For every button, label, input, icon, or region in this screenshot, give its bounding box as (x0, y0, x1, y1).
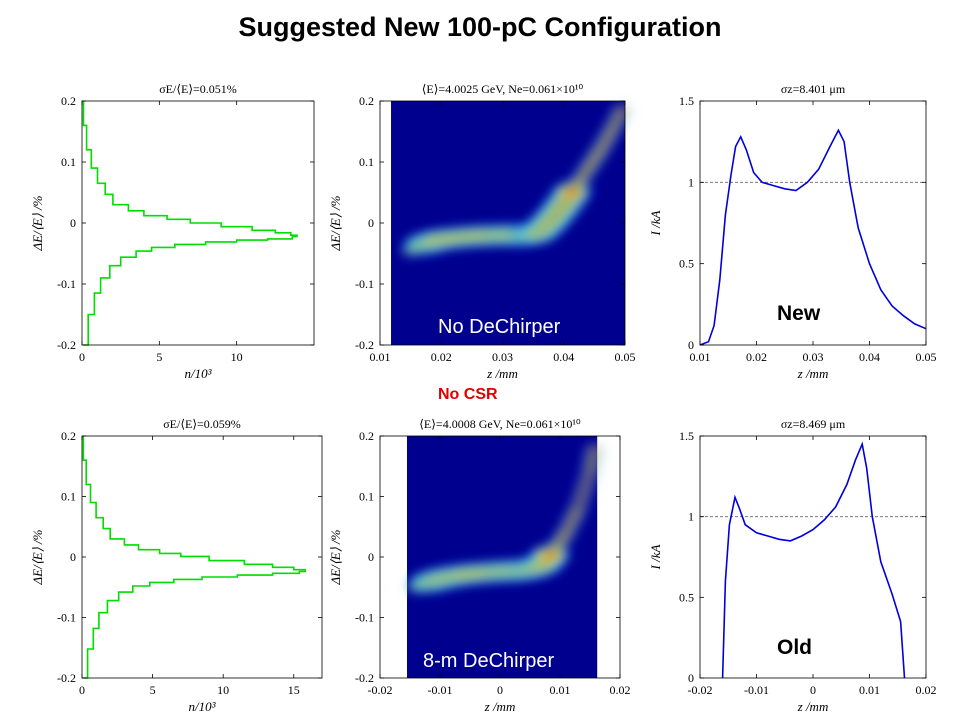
y-axis-label: I /kA (648, 210, 663, 236)
x-tick-label: 5 (150, 683, 156, 697)
x-tick-label: 0 (497, 683, 503, 697)
y-tick-label: -0.1 (355, 277, 374, 291)
y-tick-label: 0 (688, 338, 694, 352)
y-tick-label: 1.5 (679, 94, 694, 108)
y-tick-label: 1.5 (679, 429, 694, 443)
density-background (391, 101, 625, 345)
x-tick-label: 0.01 (550, 683, 571, 697)
new-config-label: New (777, 302, 821, 325)
y-tick-label: -0.1 (57, 611, 76, 625)
panel-title: σE/⟨E⟩=0.059% (163, 417, 241, 431)
x-tick-label: 0.03 (492, 350, 513, 364)
y-tick-label: 0.2 (61, 94, 76, 108)
x-tick-label: 0 (79, 683, 85, 697)
y-tick-label: 1 (688, 510, 694, 524)
x-tick-label: 0.03 (803, 350, 824, 364)
y-tick-label: 0.2 (61, 429, 76, 443)
y-tick-label: -0.2 (57, 338, 76, 352)
y-tick-label: 0.1 (61, 155, 76, 169)
y-tick-label: -0.1 (355, 611, 374, 625)
series-line (721, 441, 906, 679)
y-tick-label: 0 (368, 216, 374, 230)
beam-density-blob (609, 102, 634, 119)
y-tick-label: 1 (688, 175, 694, 189)
x-tick-label: 0.04 (859, 350, 880, 364)
series-line (82, 436, 306, 679)
no-dechirper-label: No DeChirper (438, 316, 561, 338)
panel-title: σz=8.469 μm (781, 417, 846, 431)
x-tick-label: 0.02 (431, 350, 452, 364)
beam-density-cloud (404, 441, 607, 596)
x-tick-label: 10 (231, 350, 243, 364)
y-tick-label: -0.1 (57, 277, 76, 291)
y-tick-label: 0 (368, 550, 374, 564)
y-tick-label: -0.2 (57, 671, 76, 685)
x-axis-label: z /mm (797, 366, 829, 381)
x-tick-label: 0.01 (370, 350, 391, 364)
x-tick-label: 0.04 (553, 350, 574, 364)
y-axis-label: ΔE/⟨E⟩ /% (328, 195, 343, 251)
no-csr-label: No CSR (438, 386, 498, 403)
y-axis-label: ΔE/⟨E⟩ /% (328, 529, 343, 585)
panel-title: ⟨E⟩=4.0025 GeV, Ne=0.061×10¹⁰ (422, 82, 584, 96)
x-tick-label: -0.01 (744, 683, 769, 697)
beam-density-blob (582, 441, 607, 458)
bottom-phase-space-panel: -0.02 -0.01 0 0.01 0.02 -0.2 -0.1 0 0.1 0.2 ⟨E⟩=4.… (328, 417, 631, 714)
y-tick-label: 0.1 (359, 490, 374, 504)
y-tick-label: 0 (688, 671, 694, 685)
y-tick-label: 0 (70, 216, 76, 230)
dechirper-8m-label: 8-m DeChirper (423, 650, 555, 672)
x-tick-label: -0.02 (688, 683, 713, 697)
x-tick-label: 0 (79, 350, 85, 364)
panel-title: ⟨E⟩=4.0008 GeV, Ne=0.061×10¹⁰ (419, 417, 581, 431)
y-tick-label: 0.5 (679, 590, 694, 604)
top-phase-space-panel: 0.01 0.02 0.03 0.04 0.05 -0.2 -0.1 0 0.1 0.2 ⟨E⟩=4… (328, 82, 636, 381)
x-tick-label: 0.02 (746, 350, 767, 364)
x-tick-label: 10 (217, 683, 229, 697)
axes-frame (699, 435, 927, 679)
y-tick-label: 0.5 (679, 257, 694, 271)
series-line (699, 128, 927, 346)
top-energy-histogram-panel: 0 5 10 -0.2 -0.1 0 0.1 0.2 σE/⟨E⟩=0.051% n/10³ ΔE/… (30, 82, 315, 381)
y-tick-label: -0.2 (355, 338, 374, 352)
x-axis-label: z /mm (797, 699, 829, 714)
series-line (82, 101, 298, 346)
x-tick-label: 0.02 (916, 683, 937, 697)
x-tick-label: 5 (156, 350, 162, 364)
x-tick-label: -0.02 (368, 683, 393, 697)
panel-title: σE/⟨E⟩=0.051% (159, 82, 237, 96)
y-tick-label: -0.2 (355, 671, 374, 685)
y-tick-label: 0.1 (61, 490, 76, 504)
x-tick-label: 0.01 (690, 350, 711, 364)
x-tick-label: 0.01 (859, 683, 880, 697)
x-tick-label: 0.05 (615, 350, 636, 364)
bottom-current-profile-panel: -0.02 -0.01 0 0.01 0.02 0 0.5 1 1.5 σz=8.469 μm z … (648, 417, 937, 714)
y-tick-label: 0.2 (359, 94, 374, 108)
slide-title: Suggested New 100-pC Configuration (238, 12, 722, 42)
panel-title: σz=8.401 μm (781, 82, 846, 96)
old-config-label: Old (777, 636, 812, 659)
x-tick-label: 0.05 (916, 350, 937, 364)
y-axis-label: I /kA (648, 544, 663, 570)
x-axis-label: n/10³ (188, 699, 216, 714)
beam-density-cloud (398, 102, 634, 259)
x-axis-label: z /mm (484, 699, 516, 714)
y-tick-label: 0 (70, 550, 76, 564)
x-tick-label: -0.01 (428, 683, 453, 697)
y-axis-label: ΔE/⟨E⟩ /% (30, 529, 45, 585)
x-axis-label: z /mm (486, 366, 518, 381)
bottom-energy-histogram-panel: 0 5 10 15 -0.2 -0.1 0 0.1 0.2 σE/⟨E⟩=0.059% n/10³ Δ… (30, 417, 323, 714)
x-tick-label: 0.02 (610, 683, 631, 697)
x-tick-label: 15 (288, 683, 300, 697)
y-tick-label: 0.2 (359, 429, 374, 443)
y-axis-label: ΔE/⟨E⟩ /% (30, 195, 45, 251)
top-current-profile-panel: 0.01 0.02 0.03 0.04 0.05 0 0.5 1 1.5 σz=8.401 μm z… (648, 82, 937, 381)
y-tick-label: 0.1 (359, 155, 374, 169)
x-axis-label: n/10³ (184, 366, 212, 381)
x-tick-label: 0 (810, 683, 816, 697)
